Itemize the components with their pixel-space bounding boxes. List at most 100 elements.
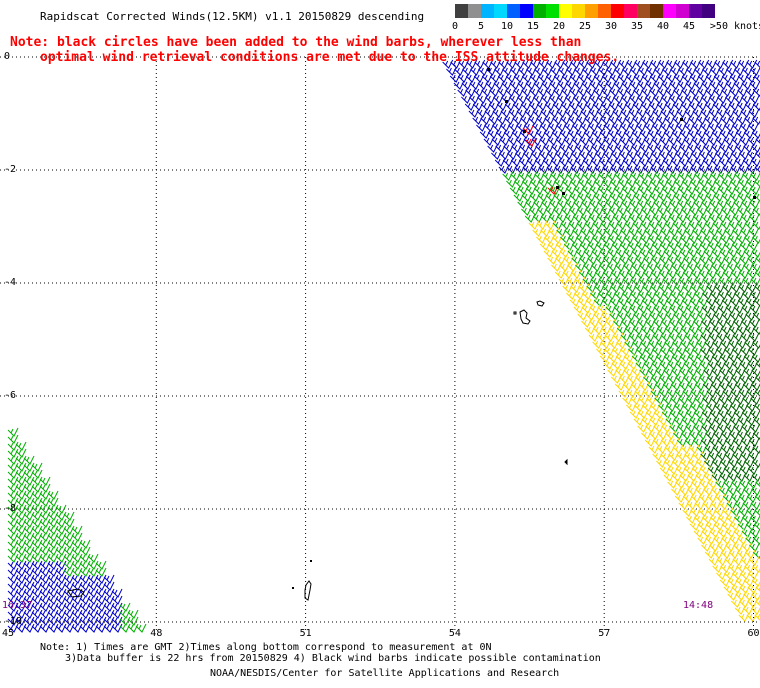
wind-barb <box>127 609 139 619</box>
lon-label: 51 <box>299 628 312 639</box>
wind-barb <box>751 354 760 363</box>
legend-label: 25 <box>578 21 592 32</box>
lon-label: 45 <box>2 628 15 639</box>
wind-barb <box>751 144 760 153</box>
wind-barb <box>751 130 760 139</box>
wind-barb <box>752 326 760 335</box>
wind-barb <box>63 511 75 521</box>
wind-barb <box>749 199 760 209</box>
wind-barb <box>750 514 760 524</box>
island-small-3 <box>310 560 312 562</box>
island-small-4 <box>292 587 294 589</box>
wind-barb <box>55 504 67 514</box>
wind-barb <box>31 462 43 472</box>
wind-barb <box>752 459 760 468</box>
legend-swatch <box>559 4 572 18</box>
island-small-2 <box>513 311 517 315</box>
wind-barb <box>755 599 760 607</box>
wind-barb <box>754 403 760 412</box>
wind-barb <box>749 80 760 90</box>
wind-barb <box>751 578 760 587</box>
wind-barb <box>753 207 760 216</box>
legend-swatch <box>494 4 507 18</box>
contamination-marker <box>505 100 508 103</box>
legend-swatch <box>624 4 637 18</box>
wind-barb <box>71 525 83 535</box>
wind-barb <box>749 423 760 433</box>
contamination-marker <box>487 68 490 71</box>
wind-barb <box>749 528 760 538</box>
wind-barb <box>7 434 19 444</box>
wind-barb <box>748 332 760 342</box>
wind-barb <box>748 227 760 237</box>
grid-lines <box>0 56 760 630</box>
wind-barb <box>23 455 35 465</box>
legend-swatch <box>585 4 598 18</box>
wind-barb <box>7 427 19 437</box>
contamination-marker <box>556 186 559 189</box>
wind-barbs <box>7 59 760 633</box>
legend-swatch <box>546 4 559 18</box>
wind-barb <box>751 263 760 272</box>
wind-barb <box>748 437 760 447</box>
lon-label: 57 <box>598 628 611 639</box>
legend-label: 40 <box>656 21 670 32</box>
wind-barb <box>755 151 760 159</box>
wind-barb <box>753 522 760 531</box>
lat-label: -4 <box>4 277 17 288</box>
wind-barb <box>747 241 759 251</box>
wind-barb <box>751 249 760 258</box>
wind-barb <box>749 542 760 552</box>
wind-barb <box>95 560 107 570</box>
footer-note-1: Note: 1) Times are GMT 2)Times along bot… <box>40 642 492 653</box>
wind-barb <box>752 235 760 244</box>
wind-barb <box>750 396 760 405</box>
wind-barb <box>15 448 27 458</box>
wind-barb <box>751 487 760 496</box>
wind-barb <box>119 602 131 612</box>
legend-label: 20 <box>552 21 566 32</box>
wind-barb <box>63 518 75 528</box>
wind-barb <box>752 221 760 230</box>
wind-barb <box>752 340 760 349</box>
wind-barb <box>751 592 760 601</box>
wind-barb <box>747 465 759 475</box>
wind-barb <box>751 473 760 482</box>
island-comoros <box>67 588 85 598</box>
wind-barb <box>79 546 91 556</box>
lat-label: 0 <box>4 51 11 62</box>
wind-barb <box>71 532 83 542</box>
wind-barb <box>95 567 107 577</box>
wind-barb <box>39 483 51 493</box>
legend-label: 35 <box>630 21 644 32</box>
wind-barb <box>103 574 115 584</box>
footer-credit: NOAA/NESDIS/Center for Satellite Applica… <box>210 668 560 679</box>
legend-label: 45 <box>682 21 696 32</box>
lon-label: 48 <box>150 628 163 639</box>
wind-barb <box>752 445 760 454</box>
wind-barb <box>754 179 760 188</box>
wind-barb <box>748 451 760 461</box>
legend-swatch <box>702 4 715 18</box>
wind-barb <box>753 431 760 440</box>
wind-barb <box>748 122 759 132</box>
legend-swatch <box>572 4 585 18</box>
wind-barb <box>79 539 91 549</box>
legend-swatch <box>455 4 468 18</box>
island-madagascar-tip <box>304 580 312 601</box>
island-aldabra <box>564 458 568 466</box>
wind-barb <box>749 94 760 104</box>
note-line-1: Note: black circles have been added to t… <box>10 35 582 50</box>
note-line-2: optimal wind retrieval conditions are me… <box>40 50 620 65</box>
contamination-marker <box>562 192 565 195</box>
wind-barb <box>750 290 760 300</box>
legend-swatch <box>689 4 702 18</box>
wind-barb <box>39 476 51 486</box>
wind-barb <box>111 595 123 605</box>
wind-barb <box>750 66 760 76</box>
wind-barb <box>749 318 760 328</box>
legend-swatch <box>676 4 689 18</box>
wind-barb <box>749 185 760 195</box>
wind-barb <box>103 581 115 591</box>
